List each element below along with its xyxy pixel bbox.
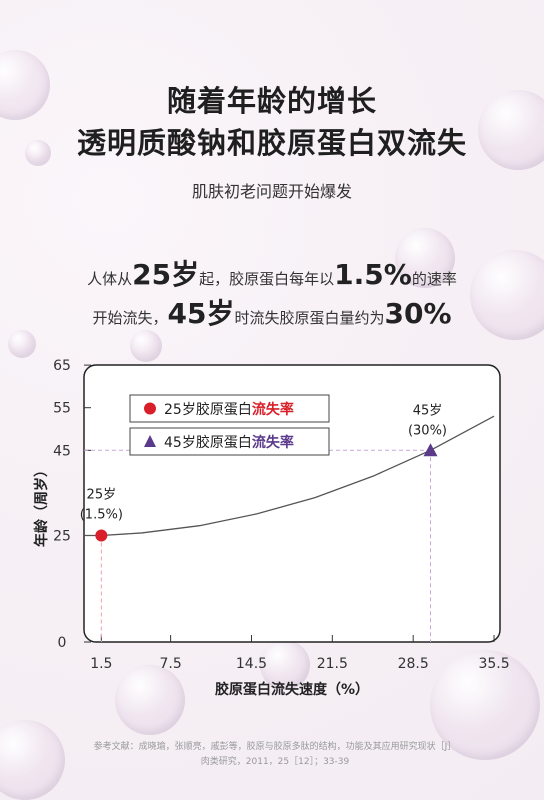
decorative-bubble [8, 330, 36, 358]
decorative-bubble [470, 250, 544, 340]
desc-text: 开始流失， [92, 309, 168, 327]
legend-item-1: 25岁胶原蛋白流失率 [164, 401, 294, 418]
desc-text: 的速率 [411, 270, 457, 288]
legend-item-2: 45岁胶原蛋白流失率 [164, 434, 294, 451]
decorative-bubble [0, 720, 65, 800]
decorative-bubble [115, 665, 185, 735]
y-tick-label: 65 [53, 358, 71, 374]
page-title-line2: 透明质酸钠和胶原蛋白双流失 [76, 126, 467, 160]
decorative-bubble [260, 640, 310, 690]
y-tick-label: 45 [53, 443, 71, 459]
desc-highlight: 1.5% [334, 258, 412, 291]
collagen-loss-curve [84, 415, 495, 537]
point-45-label: 45岁 [413, 403, 443, 418]
legend-item-2-text: 45岁胶原蛋白 [164, 434, 252, 451]
decorative-bubble [130, 330, 162, 362]
point-45-marker [423, 443, 438, 457]
point-25-label: 25岁 [87, 488, 117, 503]
page-title-line1: 随着年龄的增长 [166, 84, 377, 118]
plot-frame [83, 364, 501, 643]
legend-item-1-text: 25岁胶原蛋白 [164, 401, 252, 418]
x-tick-label: 28.5 [398, 656, 429, 672]
page-subtitle: 肌肤初老问题开始爆发 [191, 182, 352, 201]
legend-box-1 [129, 394, 330, 423]
point-25-value: (1.5%) [80, 508, 123, 523]
desc-highlight: 30% [384, 297, 452, 330]
y-axis-label: 年龄（周岁） [33, 463, 50, 547]
x-tick-label: 21.5 [317, 656, 348, 672]
decorative-bubble [25, 140, 51, 166]
point-25-marker [95, 529, 108, 542]
description-line1: 人体从25岁起，胶原蛋白每年以1.5%的速率 [0, 253, 544, 293]
y-tick-label: 55 [53, 401, 71, 417]
decorative-bubble [478, 90, 544, 170]
description-line2: 开始流失，45岁时流失胶原蛋白量约为30% [0, 292, 544, 332]
reference-line2: 肉类研究，2011，25［12］；33-39 [200, 757, 350, 767]
legend-box-2 [129, 427, 330, 456]
legend-triangle-icon [144, 435, 156, 447]
reference-note: 参考文献：成晓瑜，张顺亮，戚彭等，胶原与胶原多肽的结构，功能及其应用研究现状［J… [60, 740, 490, 770]
y-tick-label: 0 [58, 635, 67, 651]
legend-item-2-highlight: 流失率 [252, 434, 294, 451]
desc-text: 人体从 [87, 270, 133, 288]
point-45-value: (30%) [408, 423, 447, 438]
y-tick-label: 25 [53, 529, 71, 545]
decorative-bubble [395, 228, 455, 288]
desc-text: 起，胶原蛋白每年以 [199, 270, 335, 288]
x-tick-label: 1.5 [90, 656, 112, 672]
desc-highlight: 25岁 [132, 258, 200, 291]
desc-text: 时流失胶原蛋白量约为 [234, 309, 385, 327]
legend-item-1-highlight: 流失率 [252, 401, 294, 418]
reference-line1: 参考文献：成晓瑜，张顺亮，戚彭等，胶原与胶原多肽的结构，功能及其应用研究现状［J… [93, 742, 457, 752]
legend-circle-icon [144, 402, 156, 415]
decorative-bubble [430, 650, 540, 760]
desc-highlight: 45岁 [167, 297, 235, 330]
